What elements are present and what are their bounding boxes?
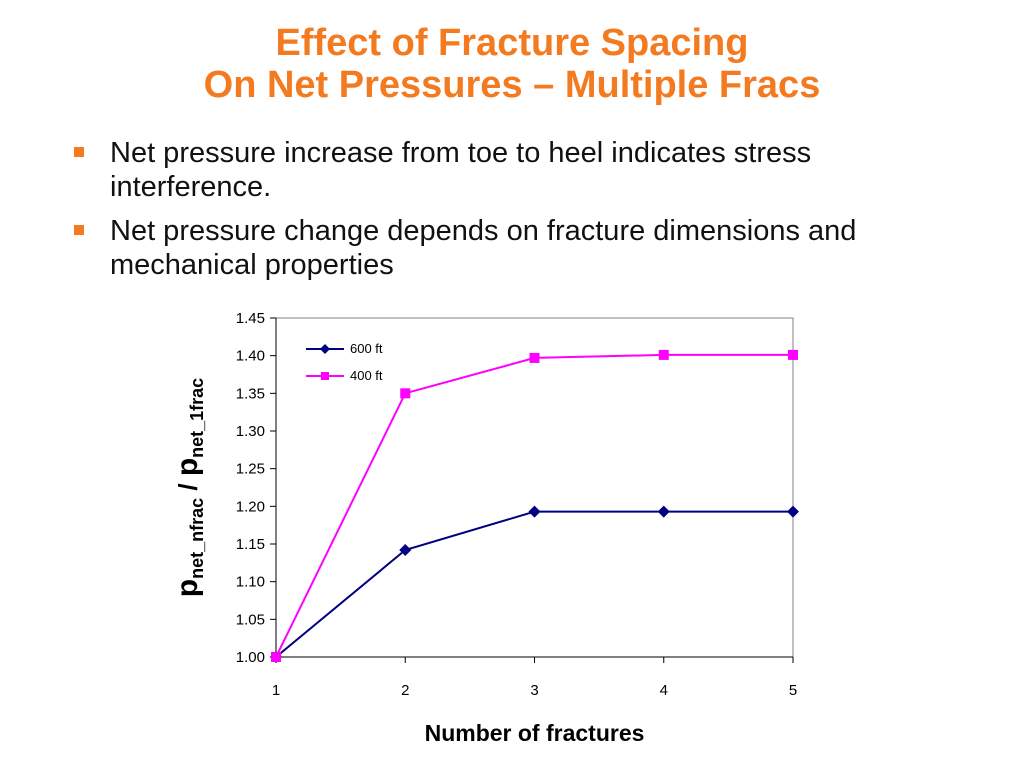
y-tick-label: 1.45 [236,310,265,327]
bullet-text: Net pressure change depends on fracture … [110,215,857,281]
legend-marker-square [321,372,329,380]
x-tick-label: 4 [660,682,668,699]
y-tick-label: 1.35 [236,385,265,402]
y-axis-label: pnet_nfrac / pnet_1frac [171,378,207,597]
legend-label: 400 ft [350,368,383,383]
y-tick-label: 1.40 [236,348,265,365]
x-tick-label: 1 [272,682,280,699]
data-point-diamond [528,505,541,518]
data-point-diamond [657,505,670,518]
y-tick-label: 1.20 [236,498,265,515]
y-tick-label: 1.10 [236,574,265,591]
data-point-square [400,388,411,399]
data-point-diamond [399,544,412,557]
x-axis-label: Number of fractures [425,720,645,746]
data-point-square [529,352,540,363]
y-tick-label: 1.15 [236,536,265,553]
data-point-square [658,349,669,360]
data-point-square [271,652,281,662]
x-tick-label: 2 [401,682,409,699]
slide-title: Effect of Fracture Spacing On Net Pressu… [0,22,1024,106]
bullet-square-icon [74,225,84,235]
bullet-item: Net pressure increase from toe to heel i… [72,136,972,204]
slide-title-line-2: On Net Pressures – Multiple Fracs [203,64,821,106]
bullet-text: Net pressure increase from toe to heel i… [110,137,812,203]
legend-label: 600 ft [350,341,383,356]
x-tick-label: 3 [530,682,538,699]
x-tick-label: 5 [789,682,797,699]
y-tick-label: 1.30 [236,423,265,440]
bullet-list: Net pressure increase from toe to heel i… [72,136,972,292]
legend-marker-diamond [320,344,330,354]
data-point-diamond [787,505,799,518]
y-tick-label: 1.25 [236,461,265,478]
data-point-square [788,349,798,360]
bullet-square-icon [74,147,84,157]
y-tick-label: 1.00 [236,649,265,666]
y-tick-label: 1.05 [236,611,265,628]
slide-title-line-1: Effect of Fracture Spacing [275,22,749,64]
bullet-item: Net pressure change depends on fracture … [72,214,972,282]
